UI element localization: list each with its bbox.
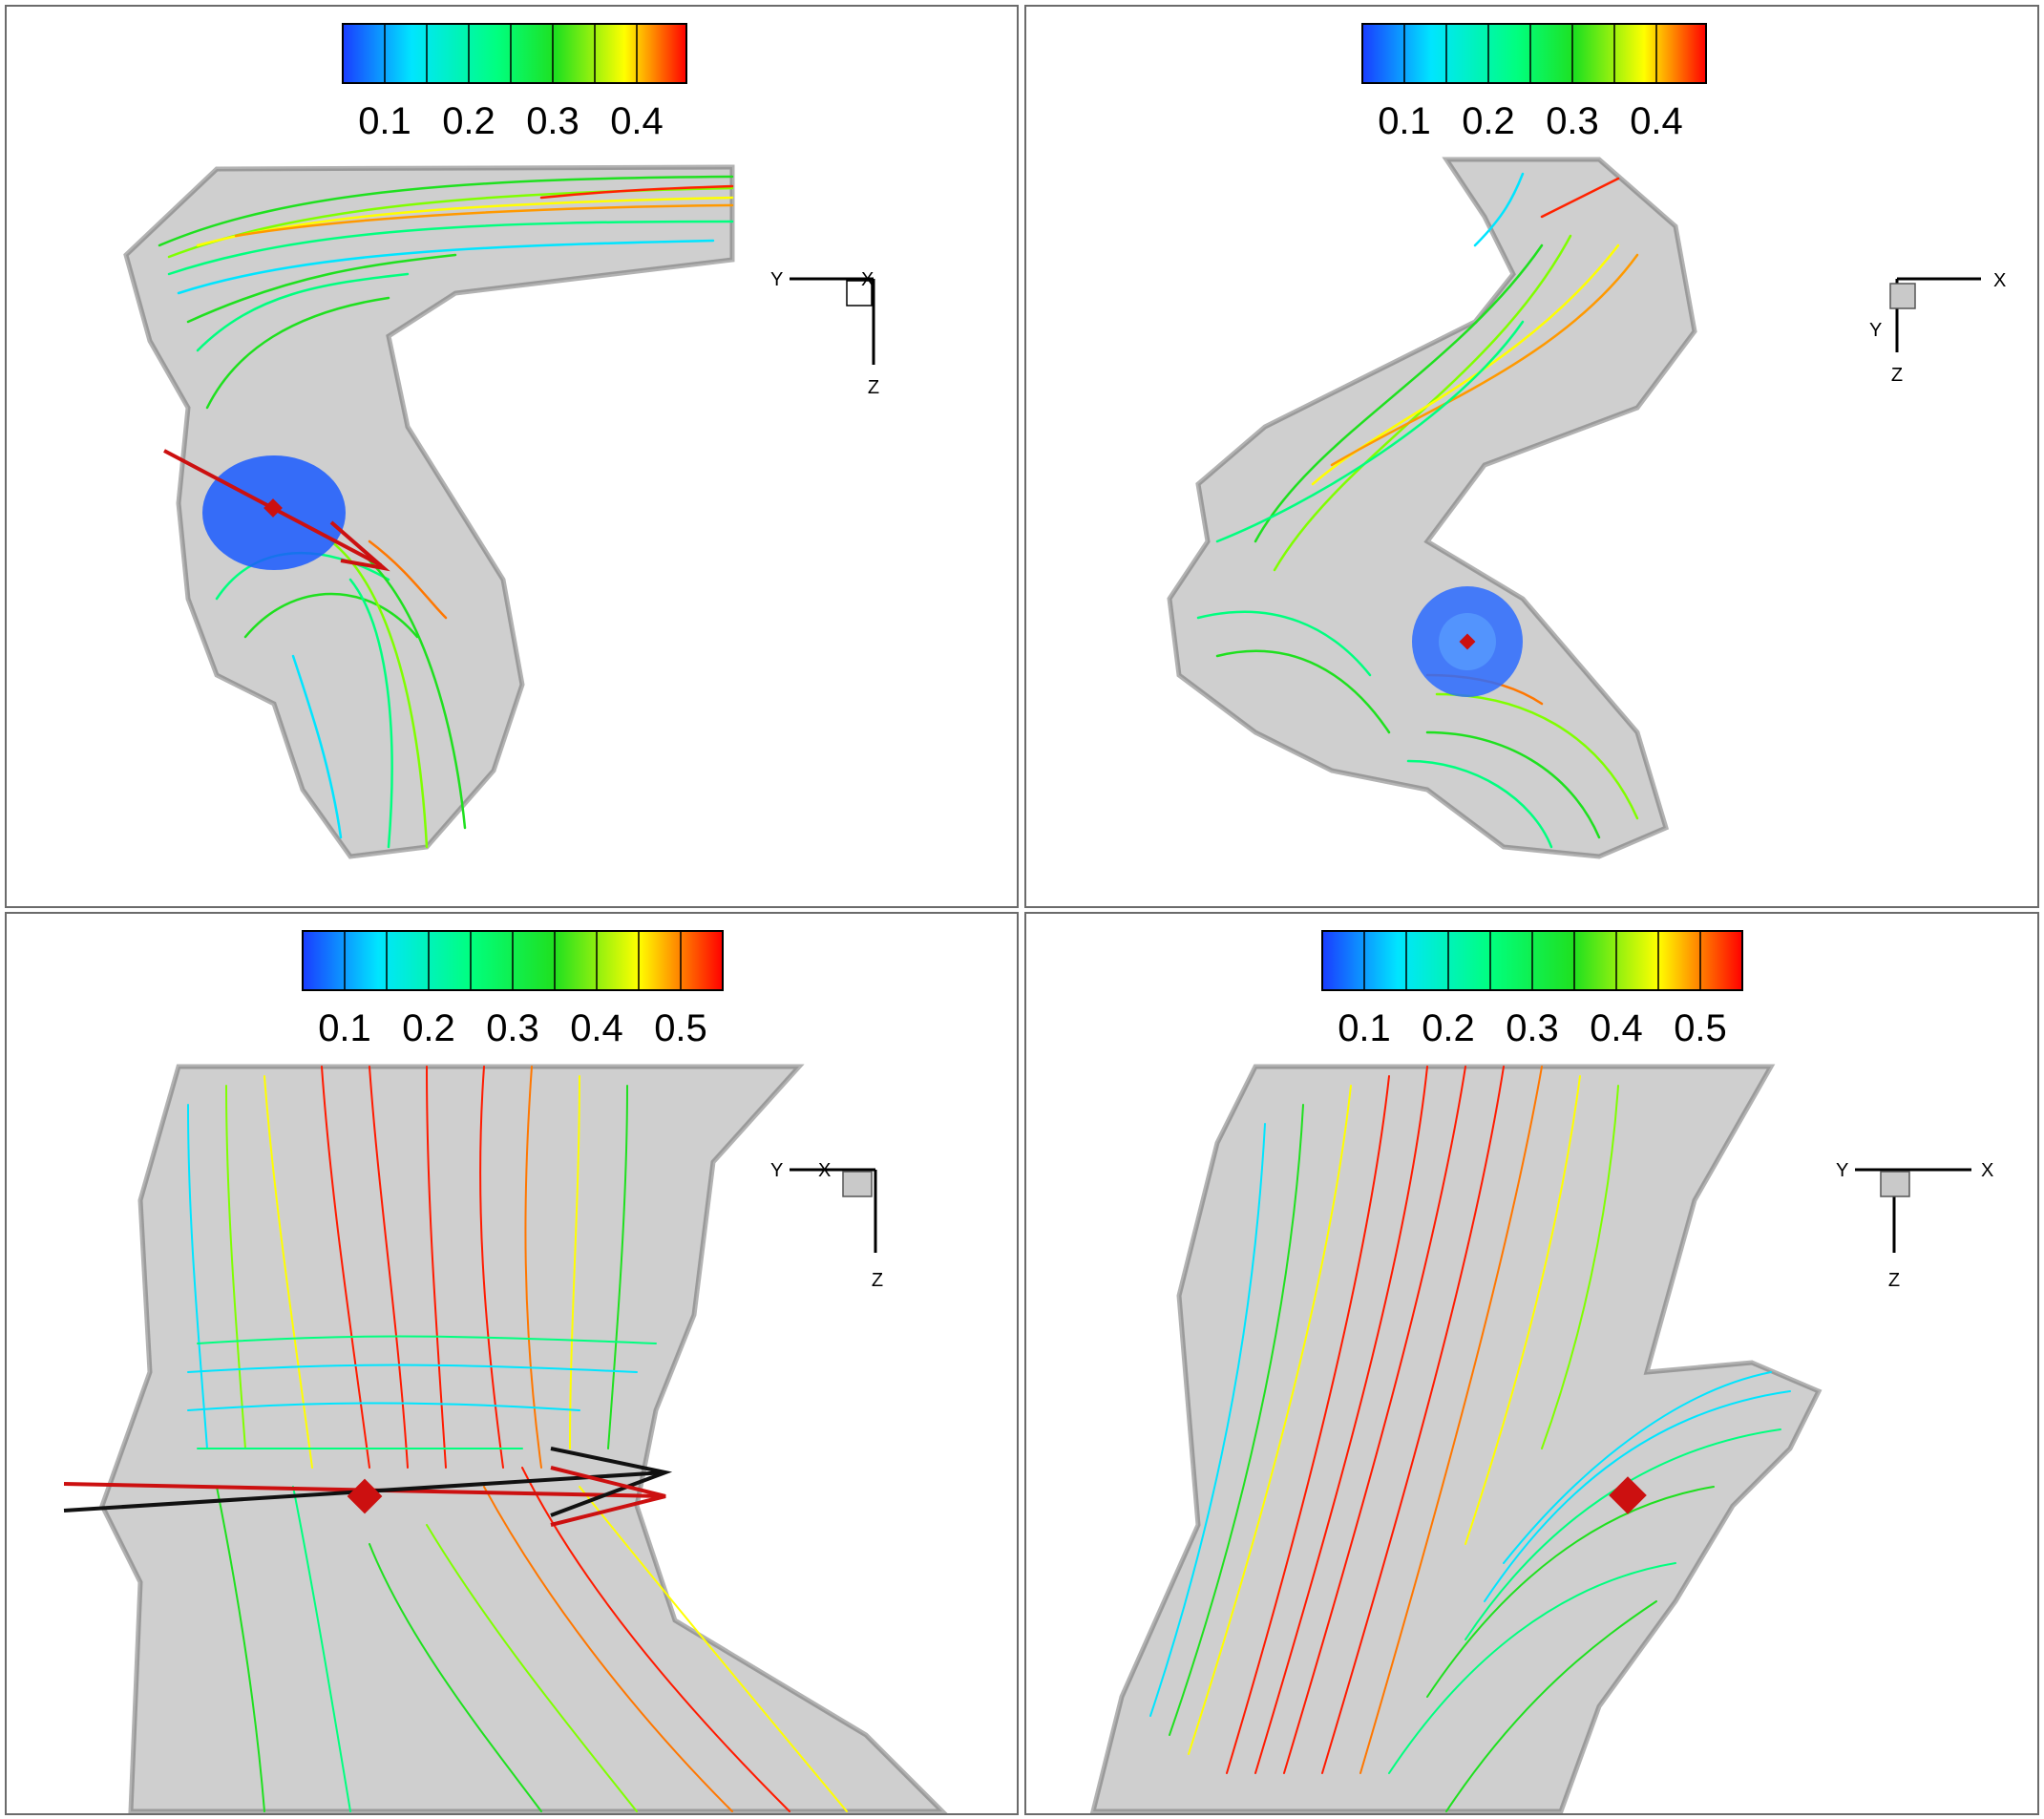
panel-bottom-left-figure: 0.1 0.2 0.3 0.4 0.5	[63, 930, 948, 1813]
colorbar-tick-label: 0.1	[358, 100, 411, 142]
colorbar-tick-label: 0.3	[1506, 1007, 1559, 1049]
duct-surface	[99, 1064, 948, 1813]
colorbar-tick-label: 0.4	[1630, 100, 1683, 142]
colorbar-tick-label: 0.5	[1674, 1007, 1727, 1049]
colorbar-tick-label: 0.4	[1590, 1007, 1643, 1049]
colorbar-dividers	[344, 931, 682, 990]
panel-bottom-right-figure: 0.1 0.2 0.3 0.4 0.5	[1089, 930, 1993, 1813]
colorbar-dividers	[1403, 24, 1657, 83]
duct-surface	[1167, 157, 1697, 859]
colorbar-tick-label: 0.3	[486, 1007, 539, 1049]
colorbar-tick-label: 0.2	[442, 100, 495, 142]
inlet-vector-arrow	[163, 449, 390, 572]
colorbar-dividers	[384, 24, 638, 83]
source-marker	[1459, 633, 1476, 650]
panel-top-right-figure: 0.1 0.2 0.3 0.4 X	[1167, 23, 2006, 859]
colorbar-tick-label: 0.5	[654, 1007, 707, 1049]
colorbar-tick-label: 0.4	[610, 100, 664, 142]
axis-label: Y	[770, 269, 783, 290]
axis-label: Y	[770, 1160, 783, 1181]
colorbar-gradient	[1361, 23, 1707, 84]
panel-top-left-figure: 0.1 0.2 0.3 0.4	[123, 23, 879, 859]
axis-triad: Y X Z	[770, 269, 879, 398]
colorbar: 0.1 0.2 0.3 0.4	[342, 23, 687, 142]
colorbar-tick-label: 0.4	[570, 1007, 623, 1049]
colorbar-tick-label: 0.3	[526, 100, 579, 142]
axis-label: Y	[1869, 320, 1882, 341]
colorbar-tick-label: 0.1	[1338, 1007, 1391, 1049]
colorbar-tick-label: 0.2	[1462, 100, 1515, 142]
colorbar-tick-label: 0.2	[402, 1007, 455, 1049]
panel-bottom-right: 0.1 0.2 0.3 0.4 0.5	[1024, 912, 2039, 1815]
colorbar: 0.1 0.2 0.3 0.4 0.5	[302, 930, 724, 1049]
axis-label: Z	[1891, 365, 1903, 386]
panel-top-right: 0.1 0.2 0.3 0.4 X	[1024, 5, 2039, 908]
streamlines	[1196, 172, 1639, 849]
axis-label: Z	[872, 1270, 883, 1291]
axis-label: Y	[1836, 1160, 1848, 1181]
axis-label: X	[1993, 270, 2006, 291]
colorbar-gradient	[342, 23, 687, 84]
colorbar-tick-label: 0.2	[1422, 1007, 1475, 1049]
axis-label: X	[818, 1160, 831, 1181]
axis-label: X	[861, 269, 874, 290]
inlet-vector-arrows	[63, 1447, 673, 1527]
axis-label: Z	[868, 377, 879, 398]
axis-label: X	[1981, 1160, 1993, 1181]
colorbar-tick-label: 0.3	[1546, 100, 1599, 142]
streamlines	[187, 1066, 848, 1812]
axis-label: Z	[1888, 1270, 1900, 1291]
colorbar-tick-label: 0.1	[318, 1007, 371, 1049]
streamlines	[158, 175, 734, 849]
colorbar: 0.1 0.2 0.3 0.4	[1361, 23, 1707, 142]
axis-triad: X Y Z	[1869, 270, 2006, 386]
axis-triad: Y X Z	[770, 1160, 883, 1291]
colorbar-tick-label: 0.1	[1378, 100, 1431, 142]
streamlines	[1149, 1066, 1791, 1812]
colorbar: 0.1 0.2 0.3 0.4 0.5	[1321, 930, 1743, 1049]
axis-triad: Y X Z	[1836, 1160, 1993, 1291]
panel-bottom-left: 0.1 0.2 0.3 0.4 0.5	[5, 912, 1019, 1815]
colorbar-dividers	[1363, 931, 1701, 990]
panel-top-left: 0.1 0.2 0.3 0.4	[5, 5, 1019, 908]
